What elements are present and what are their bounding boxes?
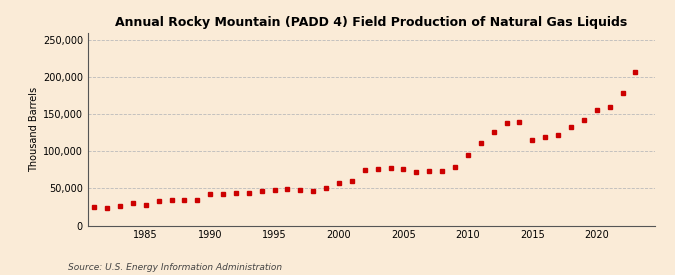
Y-axis label: Thousand Barrels: Thousand Barrels [28, 87, 38, 172]
Text: Source: U.S. Energy Information Administration: Source: U.S. Energy Information Administ… [68, 263, 281, 272]
Title: Annual Rocky Mountain (PADD 4) Field Production of Natural Gas Liquids: Annual Rocky Mountain (PADD 4) Field Pro… [115, 16, 627, 29]
